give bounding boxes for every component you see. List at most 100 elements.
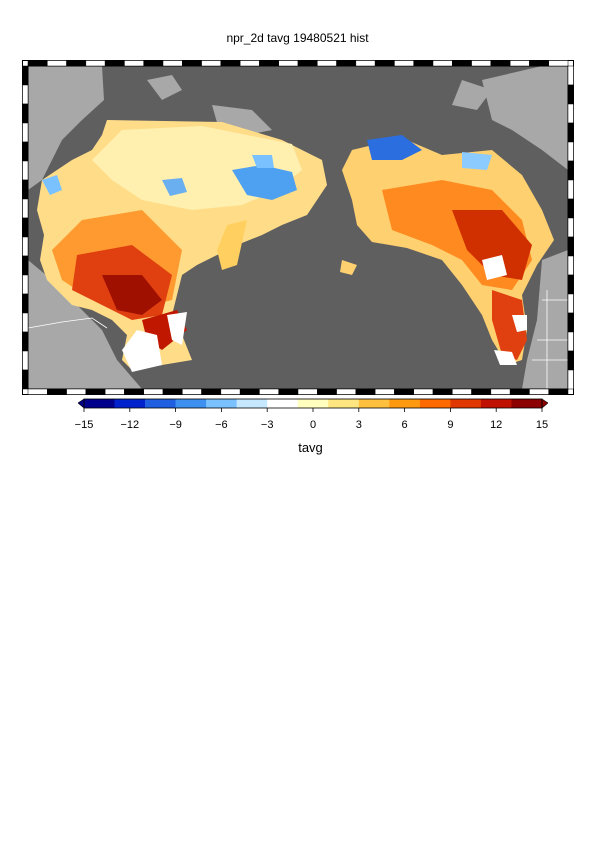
colorbar-segment (175, 399, 207, 408)
border-tick (259, 388, 279, 395)
border-tick (567, 179, 574, 200)
border-tick (220, 388, 241, 395)
border-tick (567, 160, 574, 181)
border-tick (297, 60, 318, 67)
border-tick (143, 388, 164, 395)
colorbar (77, 398, 549, 458)
border-tick (22, 198, 29, 219)
colorbar-segment (389, 399, 421, 408)
temperature-field-north-america (340, 135, 554, 365)
border-tick (259, 60, 279, 67)
border-tick (567, 350, 574, 371)
border-tick (104, 388, 125, 395)
border-tick (297, 388, 318, 395)
border-tick (336, 60, 357, 67)
colorbar-segment (450, 399, 482, 408)
border-tick (22, 350, 29, 371)
colorbar-segment (206, 399, 237, 408)
border-tick (22, 312, 29, 333)
border-tick (374, 60, 395, 67)
border-tick (490, 60, 511, 67)
border-tick (336, 388, 357, 395)
colorbar-tickmarks (83, 408, 543, 412)
border-tick (567, 217, 574, 238)
colorbar-title: tavg (298, 440, 323, 455)
border-tick (182, 60, 202, 67)
border-tick (22, 293, 29, 314)
border-tick (509, 388, 530, 395)
border-tick (278, 388, 299, 395)
border-tick (22, 274, 29, 295)
colorbar-tick-label: −9 (169, 419, 182, 431)
colorbar-min-arrow (77, 398, 85, 409)
border-tick (432, 388, 453, 395)
colorbar-tick-label: 15 (535, 419, 549, 431)
border-tick (162, 388, 183, 395)
border-tick (509, 60, 530, 67)
colorbar-segment (236, 399, 268, 408)
border-tick (22, 331, 29, 352)
border-tick (567, 293, 574, 314)
border-tick (22, 122, 29, 143)
border-tick (201, 60, 222, 67)
map-panel (22, 60, 574, 395)
map-border-ticks-left (22, 65, 29, 390)
border-tick (162, 60, 183, 67)
colorbar-segment (358, 399, 390, 408)
border-tick (355, 60, 376, 67)
colorbar-tick-label: 9 (447, 419, 454, 431)
border-tick (413, 388, 434, 395)
border-tick (220, 60, 241, 67)
border-tick (529, 60, 549, 67)
colorbar-tick-label: −6 (215, 419, 228, 431)
border-tick (567, 65, 574, 86)
border-tick (22, 179, 29, 200)
border-tick (124, 388, 144, 395)
border-tick (124, 60, 144, 67)
border-tick (374, 388, 395, 395)
border-tick (471, 388, 492, 395)
border-tick (567, 274, 574, 295)
border-tick (239, 60, 260, 67)
border-tick (22, 236, 29, 257)
colorbar-segment (297, 399, 329, 408)
border-tick (452, 60, 472, 67)
border-tick (394, 388, 414, 395)
border-tick (85, 388, 106, 395)
colorbar-segment (480, 399, 512, 408)
border-tick (394, 60, 414, 67)
border-tick (548, 60, 569, 67)
colorbar-tick-label: 0 (309, 419, 317, 431)
border-tick (432, 60, 453, 67)
border-tick (22, 369, 29, 390)
colorbar-tick-label: −3 (260, 419, 274, 431)
border-tick (567, 103, 574, 124)
colorbar-tick-label: −15 (74, 419, 94, 431)
border-tick (239, 388, 260, 395)
border-tick (317, 388, 337, 395)
border-tick (567, 122, 574, 143)
border-tick (567, 141, 574, 162)
map-border-ticks-top (27, 60, 569, 67)
border-tick (104, 60, 125, 67)
border-tick (22, 65, 29, 86)
colorbar-tick-label: −12 (120, 419, 140, 431)
colorbar-segments (84, 399, 543, 408)
temperature-field-asia (37, 120, 327, 372)
colorbar-segment (84, 399, 115, 408)
border-tick (27, 388, 48, 395)
border-tick (47, 60, 67, 67)
border-tick (317, 60, 337, 67)
colorbar-tick-label: 6 (401, 419, 408, 431)
border-tick (201, 388, 222, 395)
colorbar-tick-label: 3 (355, 419, 362, 431)
land-masses (28, 66, 568, 389)
border-tick (548, 388, 569, 395)
border-tick (22, 141, 29, 162)
border-tick (182, 388, 202, 395)
border-tick (413, 60, 434, 67)
colorbar-segment (114, 399, 146, 408)
border-tick (567, 369, 574, 390)
border-tick (567, 312, 574, 333)
border-tick (22, 103, 29, 124)
